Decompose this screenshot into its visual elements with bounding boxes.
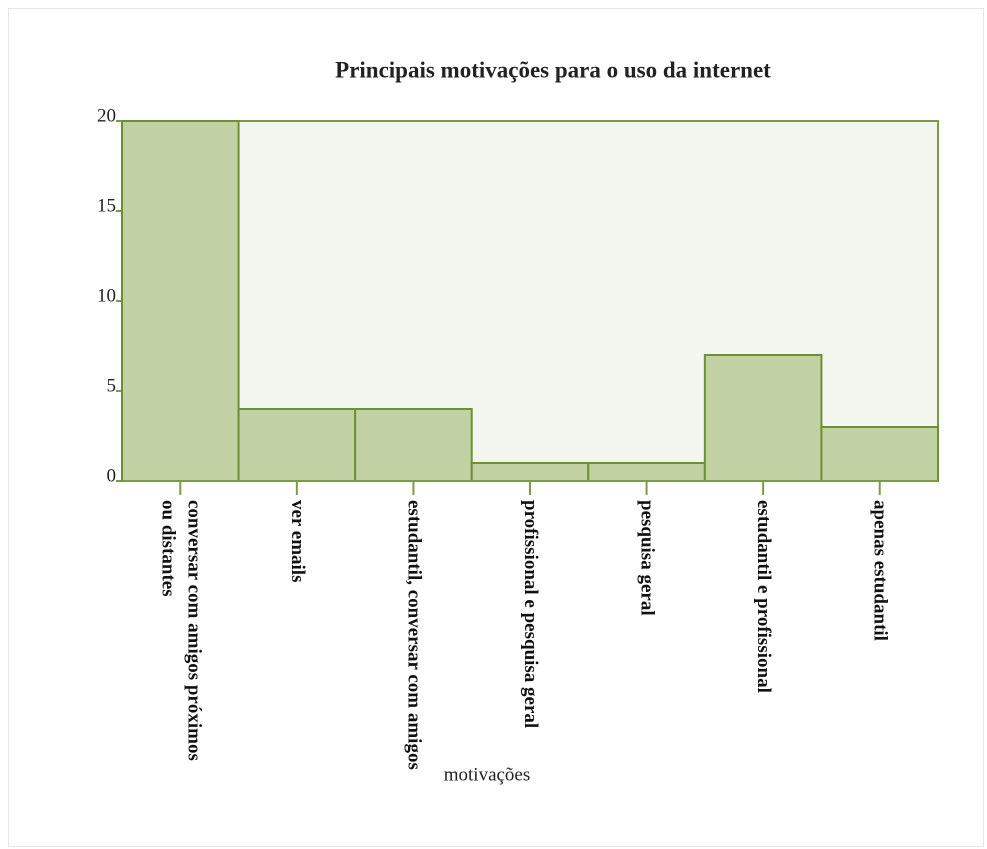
x-tick-label: pesquisa geral bbox=[636, 500, 658, 616]
y-tick-label: 0 bbox=[107, 465, 117, 486]
bar bbox=[237, 408, 357, 482]
y-tick-label: 15 bbox=[97, 195, 116, 216]
bar bbox=[121, 120, 240, 482]
frame bbox=[8, 8, 984, 847]
y-tick-label: 20 bbox=[97, 105, 116, 126]
x-tick-label: estudantil, conversar com amigos bbox=[403, 500, 425, 770]
x-tick-label: conversar com amigos próximos ou distant… bbox=[157, 500, 205, 761]
x-tick-label: ver emails bbox=[286, 500, 308, 583]
x-tick-label: estudantil e profissional bbox=[753, 500, 775, 693]
bar bbox=[820, 426, 940, 482]
y-tick-label: 10 bbox=[97, 285, 116, 306]
bar bbox=[587, 462, 706, 482]
chart-title: Principais motivações para o uso da inte… bbox=[335, 57, 771, 82]
bar bbox=[354, 408, 473, 482]
x-axis-label: motivações bbox=[444, 764, 531, 785]
bar bbox=[470, 462, 590, 482]
y-tick-label: 5 bbox=[107, 375, 117, 396]
bar bbox=[703, 354, 823, 482]
x-tick-label: apenas estudantil bbox=[869, 500, 891, 641]
x-tick-label: profissional e pesquisa geral bbox=[520, 500, 541, 729]
